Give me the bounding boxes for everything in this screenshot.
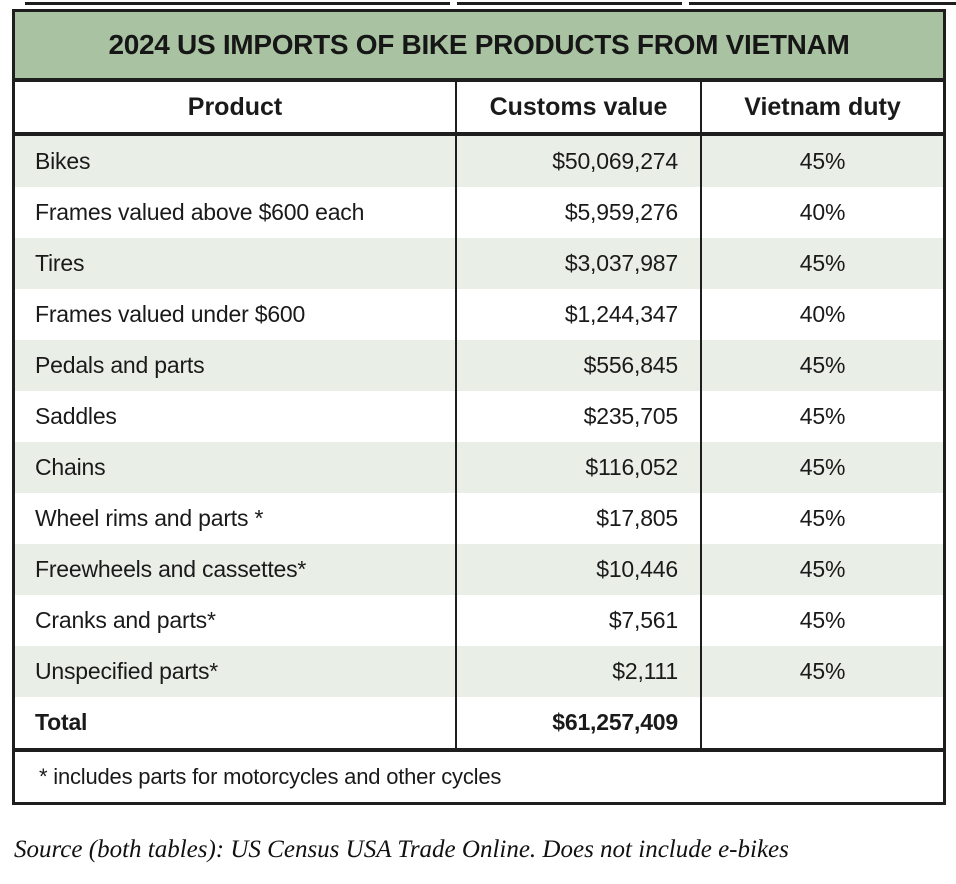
duty-cell: 45% (700, 238, 943, 289)
customs-value-cell: $1,244,347 (455, 289, 700, 340)
customs-value-cell: $10,446 (455, 544, 700, 595)
table-row: Tires $3,037,987 45% (15, 238, 943, 289)
previous-table-bottom-edge (25, 2, 956, 5)
table-title-band: 2024 US IMPORTS OF BIKE PRODUCTS FROM VI… (15, 12, 943, 82)
product-cell: Frames valued under $600 (35, 301, 306, 327)
product-cell: Wheel rims and parts * (35, 505, 264, 531)
duty-cell: 45% (700, 544, 943, 595)
table-title: 2024 US IMPORTS OF BIKE PRODUCTS FROM VI… (108, 29, 850, 60)
duty-cell: 45% (700, 340, 943, 391)
product-cell: Freewheels and cassettes* (35, 556, 307, 582)
duty-cell: 45% (700, 493, 943, 544)
duty-cell: 40% (700, 187, 943, 238)
customs-value-cell: $2,111 (455, 646, 700, 697)
product-cell: Chains (35, 454, 106, 480)
table-row: Cranks and parts* $7,561 45% (15, 595, 943, 646)
duty-cell: 45% (700, 442, 943, 493)
table-row: Wheel rims and parts * $17,805 45% (15, 493, 943, 544)
product-cell: Unspecified parts* (35, 658, 219, 684)
customs-value-cell: $50,069,274 (455, 136, 700, 187)
table-row: Frames valued under $600 $1,244,347 40% (15, 289, 943, 340)
product-cell: Pedals and parts (35, 352, 205, 378)
previous-table-divider-gap (450, 2, 457, 5)
imports-table: 2024 US IMPORTS OF BIKE PRODUCTS FROM VI… (12, 9, 946, 805)
table-row: Bikes $50,069,274 45% (15, 136, 943, 187)
table-row: Freewheels and cassettes* $10,446 45% (15, 544, 943, 595)
product-cell: Frames valued above $600 each (35, 199, 365, 225)
total-duty-empty-cell (700, 697, 943, 748)
product-cell: Saddles (35, 403, 117, 429)
duty-cell: 45% (700, 595, 943, 646)
duty-cell: 40% (700, 289, 943, 340)
product-cell: Cranks and parts* (35, 607, 216, 633)
customs-value-cell: $7,561 (455, 595, 700, 646)
source-note: Source (both tables): US Census USA Trad… (14, 836, 789, 863)
customs-value-cell: $5,959,276 (455, 187, 700, 238)
customs-value-cell: $17,805 (455, 493, 700, 544)
duty-cell: 45% (700, 136, 943, 187)
table-header-row: Product Customs value Vietnam duty (15, 82, 943, 136)
column-header-vietnam-duty: Vietnam duty (700, 82, 943, 132)
table-footnote: * includes parts for motorcycles and oth… (15, 748, 943, 802)
total-label: Total (35, 709, 88, 735)
customs-value-cell: $3,037,987 (455, 238, 700, 289)
duty-cell: 45% (700, 646, 943, 697)
table-body: Bikes $50,069,274 45% Frames valued abov… (15, 136, 943, 697)
footnote-text: * includes parts for motorcycles and oth… (39, 764, 502, 789)
table-total-row: Total $61,257,409 (15, 697, 943, 748)
column-header-customs-value: Customs value (455, 82, 700, 132)
previous-table-divider-gap (682, 2, 689, 5)
table-row: Unspecified parts* $2,111 45% (15, 646, 943, 697)
table-row: Saddles $235,705 45% (15, 391, 943, 442)
product-cell: Tires (35, 250, 85, 276)
duty-cell: 45% (700, 391, 943, 442)
total-customs-value: $61,257,409 (455, 697, 700, 748)
customs-value-cell: $235,705 (455, 391, 700, 442)
table-row: Frames valued above $600 each $5,959,276… (15, 187, 943, 238)
customs-value-cell: $556,845 (455, 340, 700, 391)
product-cell: Bikes (35, 148, 91, 174)
column-header-product: Product (187, 92, 283, 121)
table-row: Chains $116,052 45% (15, 442, 943, 493)
table-row: Pedals and parts $556,845 45% (15, 340, 943, 391)
customs-value-cell: $116,052 (455, 442, 700, 493)
